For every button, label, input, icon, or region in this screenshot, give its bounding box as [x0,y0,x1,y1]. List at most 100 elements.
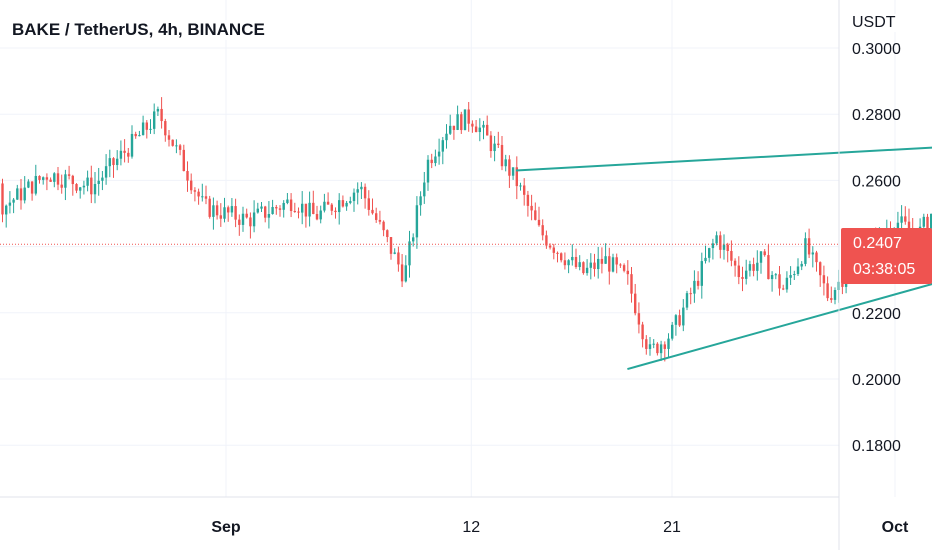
candle-body [45,177,49,180]
candle-body [175,145,178,147]
candle-body [34,175,37,194]
candle-body [745,270,748,279]
candle-body [430,159,433,164]
candle-body [626,270,629,275]
last-price-tag: 0.2407 03:38:05 [841,228,932,284]
candle-body [42,177,45,180]
candle-body [730,250,733,261]
candle-body [608,256,611,272]
candle-body [770,274,774,280]
candle-body [293,210,296,212]
candle-body [634,293,637,314]
candle-body [896,222,900,231]
candle-body [511,167,515,176]
candle-body [330,204,333,211]
candle-body [486,124,489,136]
candle-body [704,257,707,262]
candle-body [826,283,829,299]
candle-body [419,196,422,206]
candle-body [301,203,304,213]
candle-body [71,175,74,185]
candle-body [389,237,393,254]
candle-body [537,219,541,226]
candle-body [171,139,174,146]
candle-body [8,202,12,206]
candle-body [778,274,781,289]
candle-body [190,180,193,191]
x-tick-label: Oct [882,519,909,536]
candle-body [108,158,111,167]
candle-body [230,206,234,213]
candle-body [504,159,507,167]
candle-body [741,277,744,279]
candle-body [619,264,622,266]
candle-body [519,185,522,187]
candle-body [153,111,156,129]
candle-body [104,166,108,178]
candle-body [926,216,929,229]
candle-body [275,207,278,209]
candle-body [689,293,692,295]
candle-body [597,258,600,270]
time-axis[interactable]: 15Sep1221Oct1019 [0,519,932,536]
candle-body [238,219,241,225]
candle-body [356,189,359,193]
candle-body [682,307,685,326]
candle-body [56,173,60,185]
candle-body [907,221,911,231]
candle-body [774,274,777,276]
candle-body [326,201,330,205]
candle-body [756,262,759,271]
candle-body [112,158,115,166]
candle-body [811,252,814,255]
candle-body [16,188,19,200]
candle-body [90,177,93,195]
candle-body [27,181,30,188]
candle-body [79,187,82,191]
candle-body [208,198,211,217]
candle-body [449,125,452,134]
candle-body [97,180,100,184]
candle-body [833,290,837,300]
candle-body [530,205,533,211]
candle-body [30,181,34,194]
candle-body [227,207,230,213]
candle-body [363,186,367,199]
candle-body [930,213,932,229]
candle-body [748,264,752,271]
candle-body [763,251,766,256]
candle-body [789,275,792,278]
candle-body [386,230,389,238]
candle-body [637,313,641,325]
candle-body [508,159,511,176]
candle-body [622,265,626,271]
candle-body [53,173,56,182]
channel-upper-line[interactable] [515,137,932,172]
candle-body [19,188,23,201]
ascending-channel-lines[interactable] [515,137,932,371]
candle-body [119,150,123,159]
candle-body [308,202,311,217]
candle-body [563,260,567,266]
candle-body [589,262,592,268]
candle-body [178,145,182,150]
candle-body [737,265,740,278]
candle-body [286,199,289,203]
candle-body [922,216,925,227]
channel-lower-line[interactable] [627,214,932,371]
candle-body [552,247,555,253]
candle-body [556,252,559,254]
candle-body [696,280,700,286]
candle-body [445,133,448,141]
candle-body [378,219,382,222]
candle-body [667,338,670,349]
candle-body [282,202,285,210]
candle-body [256,208,259,213]
candle-body [338,200,341,213]
candle-body [67,174,71,176]
candle-body [186,171,189,181]
candle-body [663,344,666,349]
candle-body [267,213,271,218]
candle-body [393,252,396,254]
